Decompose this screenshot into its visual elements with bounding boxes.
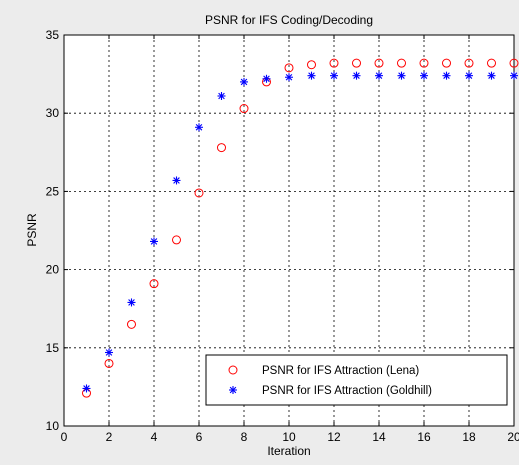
asterisk-stroke <box>240 78 248 86</box>
asterisk-stroke <box>83 385 90 392</box>
lena-data-point <box>284 63 294 73</box>
x-tick-label: 8 <box>241 430 248 444</box>
y-axis-label: PSNR <box>25 213 39 247</box>
goldhill-data-point <box>240 77 248 86</box>
lena-data-point <box>374 58 384 68</box>
asterisk-stroke <box>398 72 405 79</box>
asterisk-stroke <box>229 386 237 394</box>
goldhill-data-point <box>262 74 271 83</box>
lena-data-point <box>464 58 474 68</box>
asterisk-stroke <box>218 92 225 100</box>
y-tick-label: 20 <box>46 263 60 277</box>
asterisk-stroke <box>375 72 383 79</box>
x-tick-label: 18 <box>462 430 476 444</box>
goldhill-data-point <box>127 298 136 307</box>
legend-box <box>205 354 508 406</box>
goldhill-data-point <box>465 71 473 80</box>
goldhill-data-point <box>487 71 496 80</box>
x-tick-label: 10 <box>282 430 296 444</box>
lena-data-point <box>397 58 406 68</box>
x-axis-label: Iteration <box>267 444 310 458</box>
lena-data-point <box>194 188 204 198</box>
x-tick-label: 14 <box>372 430 386 444</box>
tick-labels: 0 2 4 6 8 10 12 14 16 18 20 10 15 20 25 30 35 <box>46 28 519 444</box>
lena-data-point <box>127 319 136 329</box>
asterisk-stroke <box>263 75 270 83</box>
x-tick-label: 6 <box>196 430 203 444</box>
y-tick-label: 35 <box>46 28 60 42</box>
asterisk-stroke <box>173 177 180 184</box>
legend: PSNR for IFS Attraction (Lena) PSNR for I… <box>205 354 508 406</box>
asterisk-stroke <box>443 72 450 79</box>
asterisk-stroke <box>465 72 473 79</box>
goldhill-data-point <box>195 123 203 132</box>
asterisk-stroke <box>150 238 158 245</box>
legend-label-lena: PSNR for IFS Attraction (Lena) <box>262 365 419 377</box>
legend-label-goldhill: PSNR for IFS Attraction (Goldhill) <box>262 385 432 397</box>
x-tick-label: 2 <box>106 430 113 444</box>
goldhill-data-point <box>442 71 451 80</box>
asterisk-stroke <box>488 72 495 79</box>
y-tick-label: 10 <box>46 419 60 433</box>
legend-marker-lena <box>228 365 238 375</box>
goldhill-data-point <box>420 71 428 80</box>
lena-data-point <box>442 58 451 68</box>
x-tick-label: 12 <box>327 430 341 444</box>
x-tick-label: 0 <box>61 430 68 444</box>
axis-ticks <box>63 34 515 427</box>
lena-data-point <box>239 104 249 114</box>
asterisk-stroke <box>420 72 428 79</box>
asterisk-stroke <box>105 349 113 356</box>
asterisk-stroke <box>195 123 203 131</box>
goldhill-data-point <box>330 71 338 80</box>
y-tick-label: 15 <box>46 341 60 355</box>
goldhill-data-point <box>172 176 181 185</box>
y-tick-label: 30 <box>46 106 60 120</box>
goldhill-data-point <box>510 71 518 80</box>
x-tick-label: 4 <box>151 430 158 444</box>
legend-entries: PSNR for IFS Attraction (Lena) PSNR for I… <box>228 365 432 397</box>
data-markers <box>82 58 519 398</box>
x-tick-label: 16 <box>417 430 431 444</box>
lena-data-point <box>487 58 496 68</box>
legend-marker-goldhill <box>229 386 237 394</box>
lena-data-point <box>419 58 429 68</box>
x-tick-label: 20 <box>507 430 519 444</box>
asterisk-stroke <box>128 299 135 306</box>
goldhill-data-point <box>82 384 91 393</box>
lena-data-point <box>149 279 159 289</box>
asterisk-stroke <box>308 72 315 79</box>
goldhill-data-point <box>150 237 158 246</box>
lena-data-point <box>172 235 181 245</box>
asterisk-stroke <box>353 72 360 79</box>
goldhill-data-point <box>352 71 361 80</box>
goldhill-data-point <box>307 71 316 80</box>
lena-data-point <box>329 58 339 68</box>
goldhill-data-point <box>217 91 226 100</box>
y-tick-label: 25 <box>46 184 60 198</box>
asterisk-stroke <box>330 72 338 79</box>
chart-title: PSNR for IFS Coding/Decoding <box>205 13 373 27</box>
lena-data-point <box>352 58 361 68</box>
goldhill-data-point <box>397 71 406 80</box>
goldhill-data-point <box>375 71 383 80</box>
lena-data-point <box>307 60 316 70</box>
asterisk-stroke <box>285 73 293 81</box>
lena-data-point <box>217 143 226 153</box>
asterisk-stroke <box>510 72 518 79</box>
lena-data-point <box>509 58 519 68</box>
goldhill-data-point <box>105 348 113 357</box>
lena-data-point <box>104 358 114 368</box>
goldhill-data-point <box>285 73 293 82</box>
